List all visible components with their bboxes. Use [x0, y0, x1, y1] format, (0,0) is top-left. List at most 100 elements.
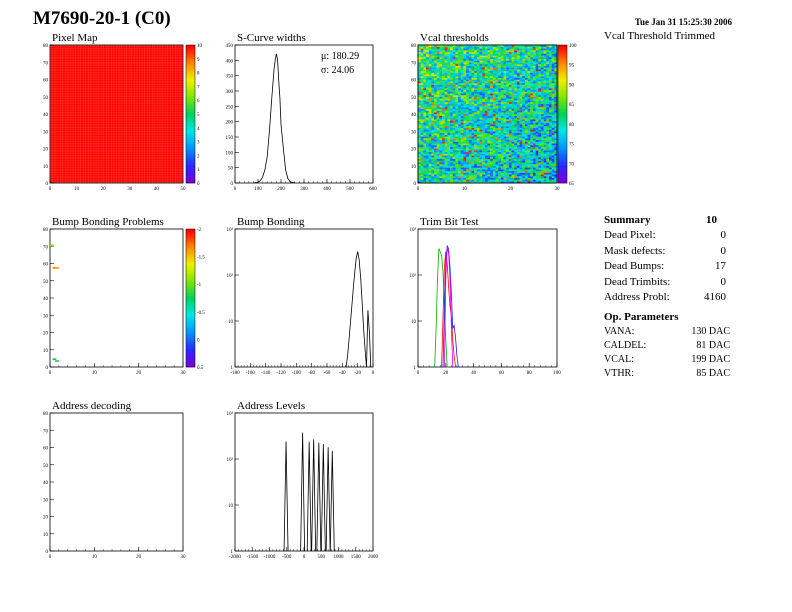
heatmap-cell — [546, 155, 550, 158]
heatmap-cell — [551, 48, 555, 51]
heatmap-cell — [530, 110, 534, 113]
heatmap-cell — [484, 63, 488, 66]
heatmap-cell — [439, 65, 443, 68]
heatmap-cell — [442, 153, 445, 156]
heatmap-cell — [463, 89, 467, 92]
heatmap-cell — [543, 176, 547, 179]
heatmap-cell — [554, 86, 558, 89]
heatmap-cell — [418, 98, 421, 101]
heatmap-cell — [458, 60, 461, 63]
heatmap-cell — [522, 129, 526, 132]
heatmap-cell — [508, 58, 512, 61]
heatmap-cell — [423, 53, 427, 56]
heatmap-cell — [514, 120, 518, 123]
heatmap-cell — [463, 91, 467, 94]
heatmap-cell — [418, 177, 421, 180]
heatmap-cell — [452, 100, 456, 103]
heatmap-cell — [452, 146, 456, 149]
heatmap-cell — [423, 74, 427, 77]
heatmap-cell — [444, 107, 448, 110]
heatmap-cell — [506, 122, 510, 125]
heatmap-cell — [540, 124, 544, 127]
heatmap-cell — [466, 120, 469, 123]
heatmap-cell — [540, 86, 544, 89]
heatmap-cell — [428, 148, 432, 151]
heatmap-cell — [476, 70, 480, 73]
heatmap-cell — [516, 122, 520, 125]
heatmap-cell — [500, 120, 504, 123]
heatmap-cell — [551, 155, 555, 158]
heatmap-cell — [420, 100, 424, 103]
heatmap-cell — [463, 70, 467, 73]
heatmap-cell — [527, 76, 531, 78]
heatmap-cell — [466, 88, 469, 91]
heatmap-cell — [436, 86, 440, 89]
heatmap-cell — [468, 162, 472, 165]
heatmap-cell — [436, 105, 440, 108]
heatmap-cell — [500, 81, 504, 84]
heatmap-cell — [503, 76, 507, 78]
heatmap-cell — [466, 84, 469, 87]
heatmap-cell — [543, 158, 547, 161]
heatmap-cell — [452, 132, 456, 135]
heatmap-cell — [530, 86, 534, 89]
heatmap-cell — [492, 172, 496, 175]
heatmap-cell — [452, 55, 456, 58]
heatmap-cell — [479, 50, 483, 53]
heatmap-cell — [546, 108, 550, 111]
heatmap-cell — [530, 160, 534, 163]
heatmap-cell — [538, 105, 542, 108]
heatmap-cell — [524, 86, 528, 89]
heatmap-cell — [535, 122, 539, 125]
heatmap-cell — [492, 169, 496, 172]
heatmap-cell — [455, 153, 459, 156]
heatmap-cell — [532, 131, 536, 134]
heatmap-cell — [495, 76, 499, 78]
heatmap-cell — [546, 46, 550, 49]
heatmap-cell — [426, 84, 429, 87]
heatmap-cell — [532, 55, 536, 58]
heatmap-cell — [460, 129, 464, 132]
heatmap-cell — [538, 136, 542, 139]
heatmap-cell — [551, 179, 555, 182]
heatmap-cell — [476, 157, 480, 160]
heatmap-cell — [516, 57, 520, 59]
heatmap-cell — [468, 139, 472, 142]
heatmap-cell — [455, 132, 459, 135]
heatmap-cell — [490, 124, 494, 127]
heatmap-cell — [420, 60, 424, 63]
palette-band — [186, 270, 195, 273]
heatmap-cell — [439, 160, 443, 163]
heatmap-cell — [426, 129, 429, 132]
heatmap-cell — [511, 141, 515, 144]
palette-tick-label: -0.5 — [197, 311, 205, 316]
palette-band — [186, 143, 195, 147]
heatmap-cell — [551, 138, 555, 141]
heatmap-cell — [490, 117, 494, 120]
heatmap-cell — [452, 160, 456, 163]
heatmap-cell — [500, 119, 504, 122]
heatmap-cell — [479, 172, 483, 175]
heatmap-cell — [423, 132, 427, 135]
heatmap-cell — [444, 62, 448, 65]
heatmap-cell — [514, 77, 518, 80]
heatmap-cell — [500, 93, 504, 96]
heatmap-cell — [548, 112, 552, 115]
heatmap-cell — [420, 67, 424, 70]
palette-band — [558, 88, 567, 92]
heatmap-cell — [428, 153, 432, 156]
heatmap-cell — [546, 65, 550, 68]
heatmap-cell — [423, 165, 427, 168]
heatmap-cell — [471, 89, 475, 92]
heatmap-cell — [426, 72, 429, 75]
heatmap-cell — [551, 55, 555, 58]
heatmap-cell — [458, 55, 461, 58]
heatmap-cell — [492, 58, 496, 61]
heatmap-cell — [535, 82, 539, 85]
palette-band — [186, 166, 195, 170]
heatmap-cell — [484, 53, 488, 56]
heatmap-cell — [500, 114, 504, 116]
heatmap-cell — [503, 55, 507, 58]
heatmap-cell — [442, 160, 445, 163]
